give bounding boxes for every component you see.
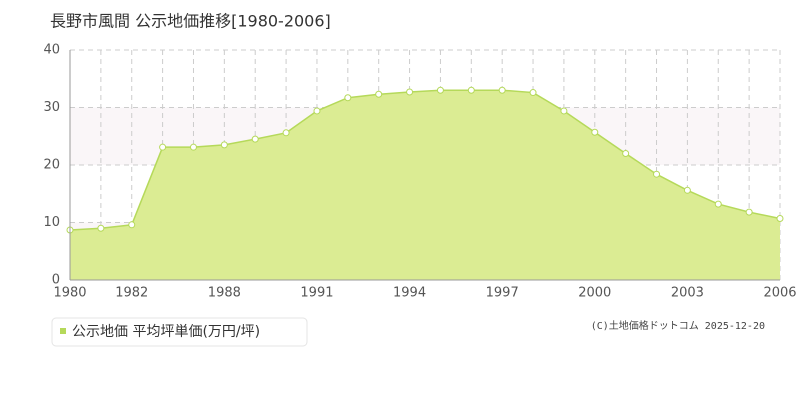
point (653, 170, 661, 178)
x-tick-label: 1991 (300, 286, 333, 301)
x-tick-label: 1982 (115, 286, 148, 301)
point (683, 186, 691, 194)
x-tick-label: 1994 (393, 286, 426, 301)
legend-box (51, 317, 308, 347)
point (467, 86, 475, 94)
point (406, 88, 414, 96)
point (97, 224, 105, 232)
x-tick-label: 2006 (763, 286, 796, 301)
point (529, 89, 537, 97)
point (344, 94, 352, 102)
point (128, 221, 136, 229)
point (436, 86, 444, 94)
credit: (C)土地価格ドットコム 2025-12-20 (591, 319, 765, 332)
y-tick-label: 30 (43, 100, 60, 115)
point (591, 128, 599, 136)
x-tick-label: 1997 (486, 286, 519, 301)
x-tick-label: 2000 (578, 286, 611, 301)
point (714, 200, 722, 208)
y-tick-label: 40 (43, 43, 60, 58)
y-tick-label: 10 (43, 215, 60, 230)
legend-label: 公示地価 平均坪単価(万円/坪) (72, 324, 260, 340)
point (189, 143, 197, 151)
point (375, 90, 383, 98)
x-tick-label: 1980 (53, 286, 86, 301)
legend-marker (60, 328, 66, 334)
point (622, 150, 630, 157)
point (560, 107, 568, 115)
x-tick-label: 2003 (671, 286, 704, 301)
chart-title: 長野市風間 公示地価推移[1980-2006] (50, 12, 331, 31)
y-tick-label: 0 (52, 273, 60, 288)
x-tick-label: 1988 (208, 286, 241, 301)
line (69, 89, 781, 231)
point (313, 107, 321, 115)
point (776, 214, 784, 222)
point (220, 141, 228, 149)
point (498, 86, 506, 94)
point (251, 135, 259, 143)
point (745, 208, 753, 216)
y-tick-label: 20 (43, 158, 60, 173)
point (159, 143, 167, 151)
point (282, 129, 290, 137)
